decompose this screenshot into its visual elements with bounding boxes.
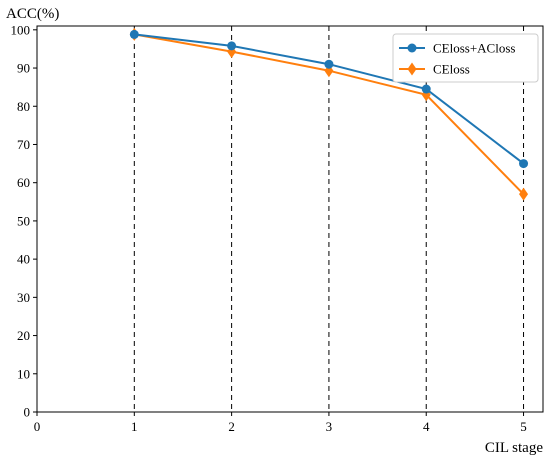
x-tick-label-5: 5 bbox=[520, 419, 527, 434]
legend: CEloss+ACloss CEloss bbox=[392, 33, 539, 83]
y-tick-label-30: 30 bbox=[17, 290, 30, 305]
legend-label-2: CEloss bbox=[433, 62, 470, 77]
series-1 bbox=[129, 29, 529, 169]
legend-marker-2 bbox=[407, 62, 417, 76]
x-tick-label-3: 3 bbox=[326, 419, 333, 434]
x-tick-label-4: 4 bbox=[423, 419, 430, 434]
data-point-s2-x5 bbox=[519, 187, 529, 201]
legend-box bbox=[392, 33, 539, 83]
y-tick-label-80: 80 bbox=[17, 99, 30, 114]
data-point-s1-x5 bbox=[519, 159, 529, 169]
legend-marker-1 bbox=[407, 43, 417, 53]
legend-label-1: CEloss+ACloss bbox=[433, 41, 515, 56]
data-point-s1-x1 bbox=[129, 29, 139, 39]
data-point-s1-x4 bbox=[421, 84, 431, 94]
y-tick-label-0: 0 bbox=[24, 405, 31, 420]
y-tick-label-100: 100 bbox=[11, 22, 31, 37]
series-group bbox=[129, 27, 529, 201]
y-tick-label-50: 50 bbox=[17, 213, 30, 228]
y-tick-label-60: 60 bbox=[17, 175, 30, 190]
y-tick-label-10: 10 bbox=[17, 366, 30, 381]
y-tick-label-40: 40 bbox=[17, 252, 30, 267]
x-tick-label-2: 2 bbox=[228, 419, 235, 434]
grid-lines bbox=[133, 26, 525, 412]
x-axis-title: CIL stage bbox=[485, 440, 544, 456]
x-tick-label-0: 0 bbox=[34, 419, 41, 434]
y-tick-label-20: 20 bbox=[17, 328, 30, 343]
x-tick-label-1: 1 bbox=[131, 419, 138, 434]
data-point-s1-x2 bbox=[227, 41, 237, 51]
y-axis-title: ACC(%) bbox=[6, 6, 59, 22]
y-tick-label-90: 90 bbox=[17, 61, 30, 76]
plot-area-frame bbox=[36, 25, 544, 413]
y-tick-label-70: 70 bbox=[17, 137, 30, 152]
data-point-s1-x3 bbox=[324, 59, 334, 69]
